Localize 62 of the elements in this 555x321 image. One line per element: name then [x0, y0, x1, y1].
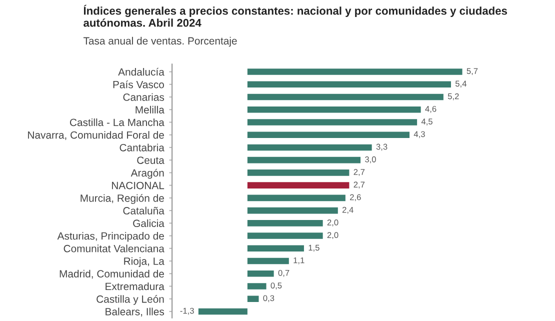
y-tick-label: Castilla - La Mancha [70, 118, 164, 126]
data-label: 2,4 [342, 206, 354, 214]
y-tick-label: Melilla [136, 106, 164, 114]
bar [247, 232, 323, 239]
bar [247, 270, 274, 277]
data-label: 1,5 [308, 244, 320, 252]
data-label: 4,6 [425, 106, 436, 113]
y-tick-label: Madrid, Comunidad de [60, 270, 164, 279]
bar [247, 207, 338, 214]
data-label: 3,0 [365, 156, 376, 164]
bar [247, 94, 444, 100]
bar [247, 170, 350, 176]
data-label: 2,0 [327, 220, 338, 226]
y-tick-label: Andalucía [118, 68, 164, 76]
data-label: 2,7 [354, 169, 365, 176]
bar [247, 194, 346, 202]
bar [247, 144, 372, 151]
data-label: 0,3 [263, 295, 274, 302]
bar [198, 308, 248, 315]
data-label: 2,7 [354, 182, 365, 189]
data-label: -1,3 [180, 308, 194, 315]
chart-title: Índices generales a precios constantes: nacional y por comunidades y ciudades autónomas. Abril 2024 [84, 4, 508, 27]
chart-subtitle: Tasa anual de ventas. Porcentaje [83, 36, 237, 47]
bar [247, 296, 259, 302]
bar [247, 156, 361, 164]
y-tick-label: Comunitat Valenciana [64, 244, 164, 252]
y-tick-label: Cantabria [120, 144, 164, 152]
y-tick-label: Galicia [133, 219, 164, 228]
y-tick-label: Canarias [123, 93, 164, 101]
bar [247, 81, 451, 88]
bar [247, 182, 350, 188]
data-label: 4,3 [414, 131, 425, 138]
y-tick-label: NACIONAL [112, 182, 164, 190]
data-label: 0,5 [270, 282, 282, 290]
data-label: 5,4 [455, 80, 466, 88]
y-tick-label: Asturias, Principado de [57, 232, 164, 242]
data-label: 2,0 [327, 232, 338, 240]
bar [247, 283, 266, 290]
data-label: 0,7 [278, 270, 290, 277]
bar [247, 106, 421, 113]
y-tick-label: Aragón [130, 168, 164, 179]
y-tick-label: Murcia, Región de [80, 194, 164, 204]
bar [247, 245, 304, 252]
y-tick-label: Cataluña [123, 206, 164, 214]
data-label: 4,5 [421, 118, 432, 126]
data-label: 2,6 [350, 194, 361, 202]
data-label: 5,2 [448, 93, 459, 100]
bar [247, 119, 418, 126]
bar [247, 258, 289, 264]
data-label: 5,7 [466, 68, 478, 75]
data-label: 3,3 [376, 144, 388, 151]
y-tick-label: Ceuta [137, 156, 164, 164]
y-tick-label: Rioja, La [124, 257, 164, 267]
bar [247, 68, 462, 75]
y-tick-label: Balears, Illes [106, 308, 164, 317]
y-tick-label: Castilla y León [96, 295, 164, 305]
y-tick-label: Extremadura [106, 282, 164, 290]
data-label: 1,1 [294, 257, 304, 264]
bar [247, 220, 323, 226]
bar [247, 132, 410, 138]
y-tick-label: País Vasco [113, 80, 164, 88]
y-tick-label: Navarra, Comunidad Foral de [28, 131, 164, 140]
